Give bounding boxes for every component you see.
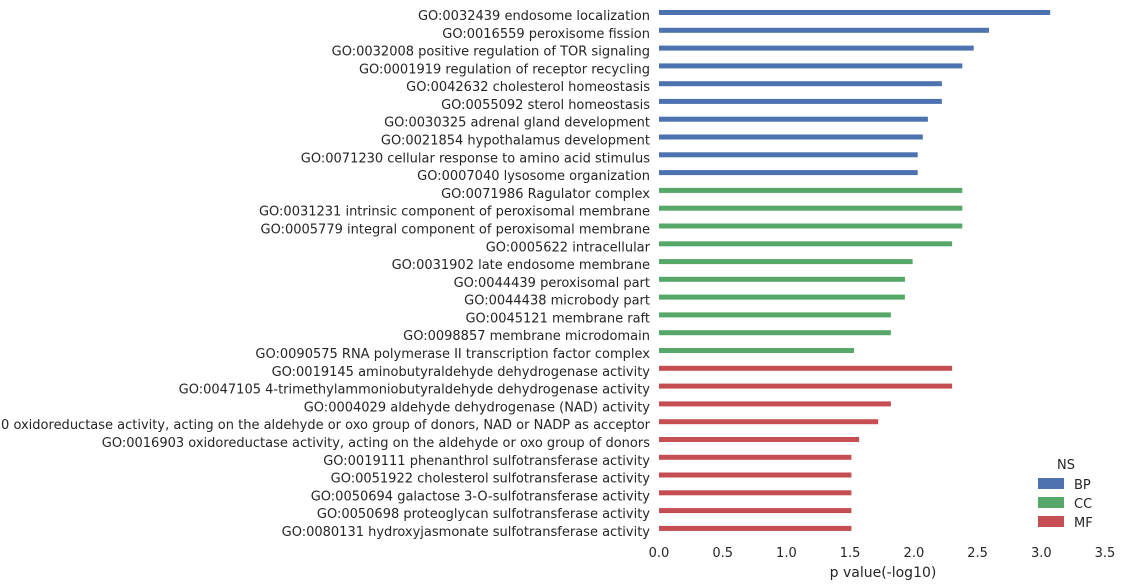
legend: NS BP CC MF [1038, 458, 1093, 531]
x-axis-ticks: 0.0 0.5 1.0 1.5 2.0 2.5 3.0 3.5 [649, 546, 1116, 561]
bar-mf [659, 525, 852, 531]
legend-swatch-mf [1038, 516, 1064, 527]
category-label: GO:0051922 cholesterol sulfotransferase … [331, 472, 651, 487]
category-label: GO:0016620 oxidoreductase activity, acti… [0, 418, 651, 433]
category-label: GO:0016903 oxidoreductase activity, acti… [102, 436, 650, 451]
bar-mf [659, 383, 953, 389]
bar-cc [659, 205, 963, 211]
bar-mf [659, 454, 852, 460]
category-label: GO:0071986 Ragulator complex [441, 187, 650, 202]
x-tick-label: 1.0 [776, 546, 797, 561]
x-tick-label: 3.5 [1095, 546, 1116, 561]
bar-bp [659, 45, 974, 51]
bar-mf [659, 490, 852, 496]
category-label: GO:0001919 regulation of receptor recycl… [359, 62, 650, 77]
bar-bp [659, 98, 942, 104]
bar-cc [659, 187, 963, 193]
legend-label-mf: MF [1074, 516, 1093, 531]
bar-mf [659, 508, 852, 514]
bar-cc [659, 259, 913, 265]
category-label: GO:0021854 hypothalamus development [381, 134, 650, 149]
bar-cc [659, 241, 953, 247]
bar-bp [659, 134, 923, 140]
bar-cc [659, 312, 891, 318]
legend-label-bp: BP [1074, 478, 1091, 493]
bar-cc [659, 223, 963, 229]
category-label: GO:0098857 membrane microdomain [403, 329, 650, 344]
category-label: GO:0080131 hydroxyjasmonate sulfotransfe… [282, 525, 651, 540]
category-label: GO:0050694 galactose 3-O-sulfotransferas… [311, 489, 651, 504]
category-label: GO:0004029 aldehyde dehydrogenase (NAD) … [304, 400, 651, 415]
bar-cc [659, 276, 905, 282]
category-label: GO:0045121 membrane raft [465, 311, 650, 326]
category-label: GO:0032439 endosome localization [418, 9, 650, 24]
bar-bp [659, 170, 918, 176]
category-label: GO:0050698 proteoglycan sulfotransferase… [317, 507, 650, 522]
category-label: GO:0030325 adrenal gland development [384, 116, 650, 131]
x-tick-label: 3.0 [1031, 546, 1052, 561]
bar-cc [659, 294, 905, 300]
category-label: GO:0090575 RNA polymerase II transcripti… [255, 347, 650, 362]
category-label: GO:0071230 cellular response to amino ac… [301, 151, 650, 166]
category-labels: GO:0032439 endosome localization GO:00165… [0, 9, 651, 540]
bar-cc [659, 348, 854, 353]
category-label: GO:0044439 peroxisomal part [454, 276, 650, 291]
category-label: GO:0031902 late endosome membrane [392, 258, 650, 273]
category-label: GO:0031231 intrinsic component of peroxi… [259, 205, 650, 220]
bar-bp [659, 81, 942, 87]
x-tick-label: 0.0 [649, 546, 670, 561]
legend-swatch-cc [1038, 497, 1064, 508]
bars-layer [659, 10, 1051, 531]
bar-bp [659, 10, 1051, 15]
category-label: GO:0005622 intracellular [486, 240, 651, 255]
category-label: GO:0016559 peroxisome fission [442, 27, 650, 42]
x-tick-label: 2.0 [904, 546, 925, 561]
category-label: GO:0055092 sterol homeostasis [441, 98, 650, 113]
bar-mf [659, 419, 879, 425]
bar-bp [659, 116, 928, 122]
bar-mf [659, 401, 891, 407]
x-tick-label: 1.5 [840, 546, 861, 561]
category-label: GO:0019111 phenanthrol sulfotransferase … [323, 454, 650, 469]
category-label: GO:0044438 microbody part [464, 294, 650, 309]
bar-bp [659, 63, 963, 69]
legend-swatch-bp [1038, 478, 1064, 489]
x-axis-label: p value(-log10) [830, 565, 937, 581]
bar-mf [659, 365, 953, 371]
bar-mf [659, 437, 860, 442]
bar-mf [659, 472, 852, 478]
legend-label-cc: CC [1074, 497, 1092, 512]
category-label: GO:0042632 cholesterol homeostasis [406, 80, 650, 95]
bar-bp [659, 27, 989, 33]
x-tick-label: 0.5 [712, 546, 733, 561]
bar-cc [659, 330, 891, 336]
category-label: GO:0007040 lysosome organization [417, 169, 650, 184]
category-label: GO:0047105 4-trimethylammoniobutyraldehy… [179, 383, 651, 398]
category-label: GO:0019145 aminobutyraldehyde dehydrogen… [272, 365, 651, 380]
category-label: GO:0005779 integral component of peroxis… [261, 223, 650, 238]
legend-title: NS [1057, 458, 1075, 473]
category-label: GO:0032008 positive regulation of TOR si… [332, 45, 650, 60]
bar-bp [659, 152, 918, 158]
x-tick-label: 2.5 [967, 546, 988, 561]
